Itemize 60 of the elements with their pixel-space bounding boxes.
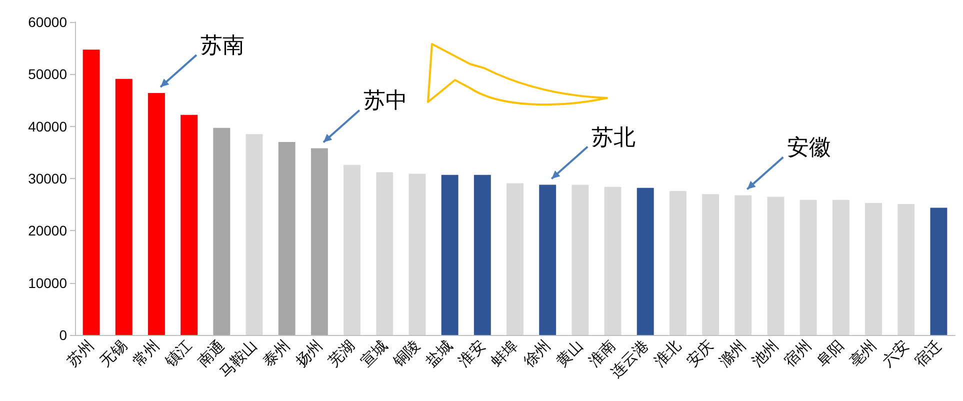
annotation: 苏南 [200,33,244,58]
y-tick-label: 0 [59,327,68,343]
x-tick-label: 扬州 [292,336,326,371]
y-tick-label: 60000 [28,14,68,30]
x-tick-label: 黄山 [552,336,587,371]
bar [148,92,165,335]
bar [213,128,230,335]
bar [310,148,328,335]
y-tick-label: 10000 [28,274,68,291]
x-tick-label: 芜湖 [324,336,358,371]
y-tick-label: 40000 [28,118,68,134]
x-tick-label: 常州 [128,336,163,371]
annotation: 安徽 [787,136,832,161]
x-tick-label: 无锡 [96,336,130,371]
bar [115,78,132,335]
bar [539,184,556,335]
bar [572,184,589,335]
bar [767,196,784,335]
bar [930,208,948,335]
x-tick-label: 六安 [878,336,912,371]
bar [898,204,915,335]
x-tick-label: 泰州 [259,336,294,371]
bar [474,174,491,335]
x-tick-label: 滁州 [716,336,750,371]
bar [408,174,426,335]
x-tick-label: 宣城 [357,336,391,371]
y-tick-label: 20000 [28,222,68,239]
bar [604,186,622,335]
bar [669,191,686,335]
bar [636,188,654,335]
bar [800,200,817,335]
x-tick-label: 镇江 [160,336,196,372]
bar [441,174,458,335]
bar [506,183,524,335]
y-tick-label: 50000 [28,66,68,82]
x-tick-label: 宿州 [780,336,815,371]
x-tick-label: 淮安 [454,336,489,371]
bar [82,50,100,335]
x-tick-label: 阜阳 [813,336,848,371]
x-tick-label: 亳州 [846,336,880,371]
bar [865,203,882,335]
bar [702,194,720,335]
bar [246,134,263,335]
x-tick-label: 铜陵 [388,336,424,372]
bar [734,195,752,335]
x-tick-label: 宿迁 [911,336,946,371]
x-tick-label: 盐城 [422,336,456,371]
x-tick-label: 淮北 [650,336,684,371]
x-tick-label: 徐州 [520,336,554,371]
bar [344,164,361,335]
bar [832,200,850,335]
x-tick-label: 池州 [748,336,782,371]
y-tick-label: 30000 [28,170,68,186]
bar [278,142,296,335]
bar [376,172,394,335]
annotation: 苏北 [592,125,636,150]
bar [180,114,198,335]
x-tick-label: 安庆 [682,336,717,371]
x-tick-label: 蚌埠 [487,336,522,371]
annotation: 苏中 [363,88,408,114]
